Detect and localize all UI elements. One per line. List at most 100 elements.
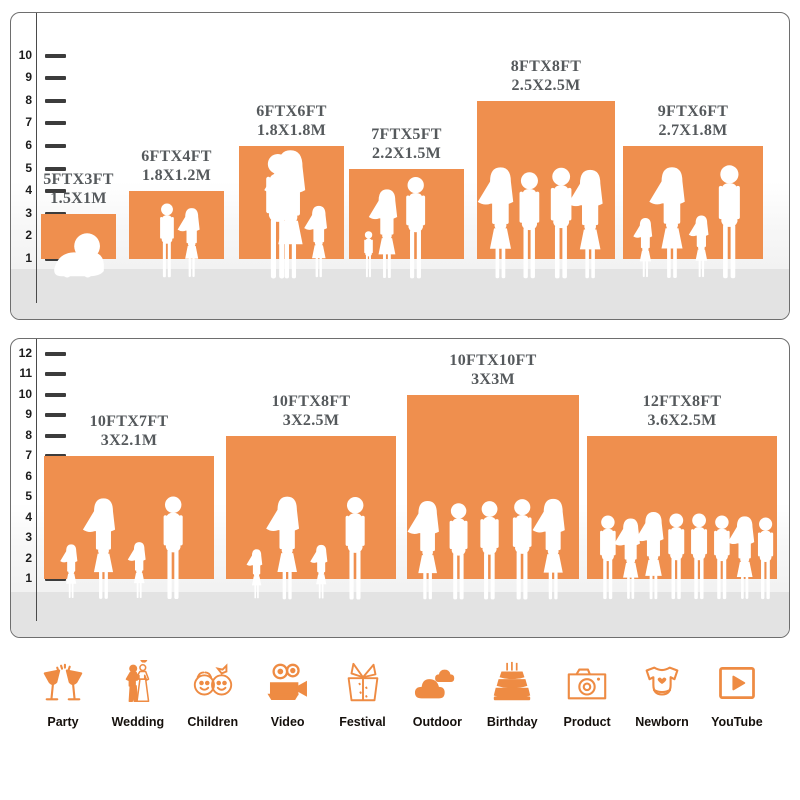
people-silhouette-group — [129, 191, 224, 278]
y-axis-tick-label: 6 — [25, 468, 32, 483]
children-faces-icon — [185, 655, 241, 711]
y-axis-tick-label: 7 — [25, 115, 32, 130]
use-case-item-festival[interactable]: Festival — [326, 655, 400, 755]
bar-size-label: 10FTX10FT 3X3M — [449, 351, 537, 388]
bar-size-label: 9FTX6FT 2.7X1.8M — [657, 103, 729, 139]
use-case-label: Birthday — [486, 715, 538, 729]
people-silhouette-group — [239, 146, 344, 279]
y-axis-tick-label: 3 — [25, 205, 32, 220]
use-case-label: Festival — [339, 715, 386, 729]
y-axis-tick-label: 9 — [25, 70, 32, 85]
use-case-label: Outdoor — [412, 715, 463, 729]
camera-product-icon — [559, 655, 615, 711]
y-axis-tick-label: 5 — [25, 160, 32, 175]
backdrop-size-bar[interactable] — [129, 191, 224, 278]
use-case-label: Product — [563, 715, 611, 729]
use-case-icon-strip: Party Wedding Children Video Festival Outdoor… — [0, 655, 800, 755]
backdrop-size-bar[interactable] — [587, 435, 777, 599]
play-button-icon — [709, 655, 765, 711]
y-axis-tick — [45, 121, 66, 126]
people-silhouette-group — [407, 395, 579, 599]
y-axis-tick — [45, 189, 66, 194]
party-glasses-icon — [35, 655, 91, 711]
y-axis-tick — [45, 372, 66, 376]
chart2-floor — [11, 592, 789, 637]
use-case-label: Party — [47, 715, 79, 729]
y-axis-tick-label: 1 — [25, 571, 32, 585]
people-silhouette-group — [477, 101, 615, 279]
backdrop-size-bar[interactable] — [239, 146, 344, 279]
y-axis-tick-label: 5 — [25, 489, 32, 503]
video-camera-icon — [260, 655, 316, 711]
use-case-item-party[interactable]: Party — [26, 655, 100, 755]
bar-size-label: 5FTX3FT 1.5X1M — [43, 170, 114, 207]
bar-size-label: 10FTX7FT 3X2.1M — [89, 413, 169, 449]
people-silhouette-group — [226, 436, 396, 600]
use-case-label: Video — [270, 715, 305, 729]
birthday-cake-icon — [484, 655, 540, 711]
backdrop-size-bar[interactable] — [41, 213, 116, 278]
y-axis-tick-label: 4 — [25, 509, 32, 524]
y-axis-tick-label: 8 — [25, 92, 32, 107]
y-axis-tick-label: 6 — [25, 138, 32, 152]
backdrop-size-bar[interactable] — [349, 168, 464, 278]
people-silhouette-group — [349, 169, 464, 278]
use-case-label: Children — [187, 715, 239, 729]
gift-box-icon — [335, 655, 391, 711]
y-axis-tick-label: 3 — [25, 530, 32, 544]
y-axis-tick — [45, 98, 66, 103]
use-case-item-children[interactable]: Children — [176, 655, 250, 755]
use-case-item-birthday[interactable]: Birthday — [475, 655, 549, 755]
use-case-item-outdoor[interactable]: Outdoor — [400, 655, 474, 755]
y-axis-tick-label: 1 — [25, 251, 32, 265]
people-silhouette-group — [623, 146, 763, 279]
y-axis-tick — [45, 577, 66, 581]
people-silhouette-group — [41, 214, 116, 278]
y-axis-tick-label: 7 — [25, 448, 32, 462]
backdrop-size-bar[interactable] — [407, 394, 579, 599]
people-silhouette-group — [44, 456, 214, 600]
backdrop-size-bar[interactable] — [623, 146, 763, 279]
cloud-outdoor-icon — [409, 655, 465, 711]
chart-panel-small-medium: 1 2 3 4 5 6 7 8 9 10 5FTX3FT 1.5X1M 6FTX4FT 1.8X1.2… — [10, 12, 790, 320]
chart-panel-large: 1 2 3 4 5 6 7 8 9 10 11 12 10FTX7FT 3X2.1M 10FTX8FT 3… — [10, 338, 790, 638]
y-axis-tick — [45, 144, 66, 148]
use-case-label: Wedding — [111, 715, 165, 729]
y-axis-tick-label: 4 — [25, 183, 32, 198]
use-case-label: Newborn — [635, 715, 689, 729]
y-axis-tick — [45, 166, 66, 171]
chart1-plot-area: 1 2 3 4 5 6 7 8 9 10 5FTX3FT 1.5X1M 6FTX4FT 1.8X1.2… — [11, 13, 789, 319]
bar-size-label: 6FTX6FT 1.8X1.8M — [256, 103, 327, 139]
y-axis-tick-label: 10 — [18, 386, 32, 401]
chart2-plot-area: 1 2 3 4 5 6 7 8 9 10 11 12 10FTX7FT 3X2.1M 10FTX8FT 3… — [11, 339, 789, 637]
use-case-item-youtube[interactable]: YouTube — [700, 655, 774, 755]
y-axis-tick-label: 12 — [18, 345, 32, 360]
y-axis-tick-label: 9 — [25, 407, 32, 421]
y-axis-tick-label: 8 — [25, 427, 32, 442]
bar-size-label: 12FTX8FT 3.6X2.5M — [642, 392, 722, 429]
y-axis-tick-label: 2 — [25, 550, 32, 565]
wedding-couple-icon — [110, 655, 166, 711]
people-silhouette-group — [587, 436, 777, 599]
y-axis-tick — [45, 392, 66, 397]
baby-onesie-icon — [634, 655, 690, 711]
chart1-floor — [11, 269, 789, 319]
y-axis-tick-label: 2 — [25, 228, 32, 243]
use-case-item-product[interactable]: Product — [550, 655, 624, 755]
use-case-item-wedding[interactable]: Wedding — [101, 655, 175, 755]
y-axis-tick — [45, 433, 66, 438]
use-case-label: YouTube — [711, 715, 763, 729]
y-axis-tick — [45, 413, 66, 417]
bar-size-label: 6FTX4FT 1.8X1.2M — [141, 148, 212, 185]
backdrop-size-bar[interactable] — [477, 100, 615, 279]
y-axis-tick — [45, 53, 66, 58]
y-axis-line — [36, 339, 37, 621]
bar-size-label: 8FTX8FT 2.5X2.5M — [510, 57, 582, 94]
y-axis-tick-label: 10 — [18, 47, 32, 62]
y-axis-tick — [45, 351, 66, 356]
y-axis-tick — [45, 76, 66, 81]
backdrop-size-bar[interactable] — [44, 456, 214, 600]
use-case-item-video[interactable]: Video — [251, 655, 325, 755]
backdrop-size-bar[interactable] — [226, 435, 396, 600]
use-case-item-newborn[interactable]: Newborn — [625, 655, 699, 755]
